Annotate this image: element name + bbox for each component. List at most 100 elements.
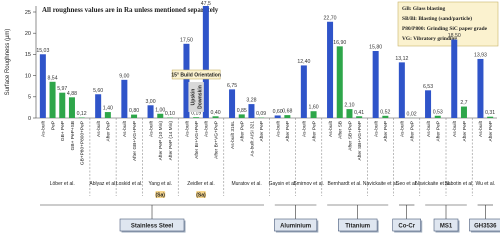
study-name: Löber et al. xyxy=(50,181,75,187)
value-label: 1,60 xyxy=(309,105,319,111)
x-tick-label: As-built AISI 321 xyxy=(249,121,255,157)
value-label: 0,09 xyxy=(256,111,266,117)
value-label: 12,40 xyxy=(297,59,310,65)
x-tick-label: As-built xyxy=(96,120,102,137)
bars xyxy=(39,6,494,119)
value-label: 0,60 xyxy=(273,109,283,115)
x-tick-label: As-built xyxy=(275,120,281,137)
note-badge xyxy=(196,191,207,198)
study-note: (Sa) xyxy=(196,193,206,199)
value-label: 0,31 xyxy=(485,110,495,116)
value-label: 17,50 xyxy=(180,37,193,43)
value-label: 0,80 xyxy=(129,108,139,114)
y-tick-label: 10 xyxy=(25,73,31,79)
bar xyxy=(346,109,353,118)
study-name: Łoskid et al. xyxy=(116,181,143,187)
x-tick-label: GB+ PeP xyxy=(60,121,66,141)
bar xyxy=(183,43,190,118)
bar xyxy=(356,116,363,118)
value-label: 15,80 xyxy=(369,45,382,51)
x-tick-label: As-built xyxy=(478,120,484,137)
value-label: 13,12 xyxy=(395,56,408,62)
value-label: 0,19 xyxy=(191,111,201,117)
x-tick-label: PeP xyxy=(50,121,56,130)
study-name: Muratov et al. xyxy=(231,181,261,187)
value-label: 2,7 xyxy=(460,100,467,106)
annotation: 15° Build Orientation xyxy=(171,73,221,79)
bar xyxy=(131,114,138,118)
annotation-box xyxy=(171,69,221,80)
study-name: Smirnov et al. xyxy=(293,181,324,187)
bar xyxy=(68,97,75,118)
x-tick-label: After PeP (14 Min) xyxy=(168,121,174,161)
bar xyxy=(434,115,441,118)
x-tick-label: After PeP xyxy=(285,121,291,142)
value-label: 0,41 xyxy=(354,110,364,116)
study-name: Yang et al. xyxy=(148,181,172,187)
bar xyxy=(193,117,200,118)
value-label: 3,28 xyxy=(246,98,256,104)
material-name: Co-Cr xyxy=(398,224,415,230)
bar xyxy=(202,6,209,118)
y-tick-label: 5 xyxy=(28,95,31,101)
material-box xyxy=(274,218,318,232)
x-tick-label: After SB+VG+PeP xyxy=(357,121,363,160)
x-tick-label: After PeP xyxy=(462,121,468,142)
value-label: 8,54 xyxy=(47,75,57,81)
x-tick-label: After PeP xyxy=(240,121,246,142)
value-label: 1,40 xyxy=(103,106,113,112)
material-name: Titanium xyxy=(345,224,370,230)
value-label: 0,85 xyxy=(237,108,247,114)
value-label: 0,68 xyxy=(282,109,292,115)
bar xyxy=(477,58,484,118)
value-label: 0,02 xyxy=(407,111,417,117)
bar xyxy=(95,94,102,118)
material-name: Aluminium xyxy=(280,224,311,230)
bar xyxy=(104,112,111,118)
value-label: 16,90 xyxy=(333,40,346,46)
value-label: 18,50 xyxy=(448,33,461,39)
x-tick-label: GB+ PeP+SB xyxy=(70,121,76,150)
x-tick-label: After SB xyxy=(338,121,344,139)
value-label: 6,53 xyxy=(423,84,433,90)
bar xyxy=(78,117,85,118)
x-tick-label: As-built xyxy=(373,120,379,137)
x-tick-label: After PeP xyxy=(106,121,112,142)
x-tick-label: After PeP xyxy=(383,121,389,142)
x-tick-label: After PeP xyxy=(259,121,265,142)
x-tick-label: As-built xyxy=(148,120,154,137)
bar xyxy=(147,105,154,118)
value-label: 0,52 xyxy=(380,109,390,115)
study-name: Gaysin et al. xyxy=(269,181,297,187)
x-tick-label: As-built xyxy=(302,120,308,137)
bar xyxy=(460,106,467,118)
y-tick-label: 25 xyxy=(25,10,31,16)
y-axis-title: Surface Roughness (µm) xyxy=(5,29,11,96)
value-label: 22,70 xyxy=(324,15,337,21)
value-label: 9,00 xyxy=(119,73,129,79)
x-tick-label: As-built xyxy=(328,120,334,137)
legend-line: SB/Bl: Blasting (sand/particle) xyxy=(402,15,472,22)
annotation-box xyxy=(188,82,197,112)
study-name: Navickaite et al. xyxy=(415,181,450,187)
x-tick-label: After Br+VG+PeP xyxy=(213,121,219,159)
x-tick-label: As-built xyxy=(122,120,128,137)
value-label: 47,5 xyxy=(201,1,211,7)
x-tick-label: After PeP xyxy=(488,121,494,142)
value-label: 0,53 xyxy=(433,109,443,115)
legend-line: GB: Glass blasting xyxy=(402,6,445,12)
bar xyxy=(327,21,334,119)
legend-box xyxy=(397,1,499,47)
study-name: Wu et al. xyxy=(475,181,495,187)
legend-line: VG: Vibratory grinding xyxy=(402,36,457,42)
material-name: GH3536 xyxy=(474,224,497,230)
bar xyxy=(336,46,343,118)
note-line: All roughness values are in Ra unless me… xyxy=(42,6,219,14)
bar xyxy=(59,92,66,118)
bar xyxy=(284,115,291,118)
value-label: 1,00 xyxy=(155,107,165,113)
x-tick-label: After PeP xyxy=(436,121,442,142)
annotation-box xyxy=(195,82,204,112)
bar xyxy=(49,81,56,118)
